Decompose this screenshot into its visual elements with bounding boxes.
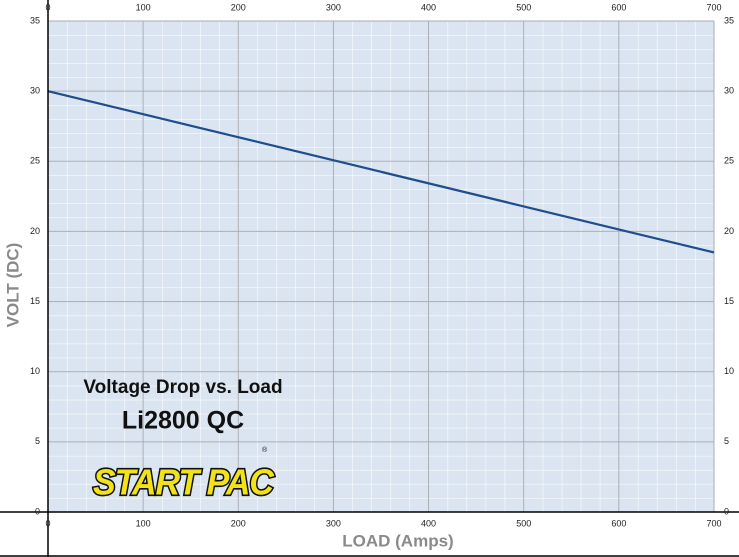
chart-subtitle: Li2800 QC xyxy=(122,407,244,435)
y-tick-label-right: 10 xyxy=(724,366,734,376)
y-axis-title: VOLT (DC) xyxy=(3,243,22,328)
y-tick-label: 30 xyxy=(30,86,40,96)
y-tick-label-right: 25 xyxy=(724,156,734,166)
y-tick-label-right: 5 xyxy=(724,436,729,446)
y-tick-label-right: 0 xyxy=(724,506,729,516)
y-tick-label-right: 15 xyxy=(724,296,734,306)
x-tick-label-top: 400 xyxy=(421,2,436,12)
data-line xyxy=(47,90,715,254)
y-tick-label: 15 xyxy=(30,296,40,306)
y-tick-label: 20 xyxy=(30,226,40,236)
chart-title: Voltage Drop vs. Load xyxy=(83,377,282,398)
x-tick-label: 100 xyxy=(136,518,151,528)
x-tick-label: 200 xyxy=(231,518,246,528)
x-tick-label: 700 xyxy=(706,518,721,528)
y-tick-label: 0 xyxy=(35,506,40,516)
x-tick-label: 0 xyxy=(45,518,50,528)
x-tick-label-top: 0 xyxy=(45,2,50,12)
x-tick-label-top: 100 xyxy=(136,2,151,12)
brand-logo: START PAC xyxy=(93,463,275,503)
y-tick-label: 10 xyxy=(30,366,40,376)
x-tick-label-top: 200 xyxy=(231,2,246,12)
y-tick-label-right: 35 xyxy=(724,15,734,25)
x-tick-label: 300 xyxy=(326,518,341,528)
y-tick-label-right: 20 xyxy=(724,226,734,236)
x-tick-label: 400 xyxy=(421,518,436,528)
x-tick-label-top: 600 xyxy=(611,2,626,12)
x-tick-label-top: 500 xyxy=(516,2,531,12)
brand-mark: ® xyxy=(262,446,268,454)
minor-grid xyxy=(48,21,714,512)
x-tick-label: 600 xyxy=(611,518,626,528)
x-tick-label-top: 300 xyxy=(326,2,341,12)
x-axis-title: LOAD (Amps) xyxy=(342,531,453,550)
x-tick-label-top: 700 xyxy=(706,2,721,12)
x-tick-label: 500 xyxy=(516,518,531,528)
y-tick-label: 5 xyxy=(35,436,40,446)
y-tick-label-right: 30 xyxy=(724,86,734,96)
y-tick-label: 35 xyxy=(30,15,40,25)
y-tick-label: 25 xyxy=(30,156,40,166)
